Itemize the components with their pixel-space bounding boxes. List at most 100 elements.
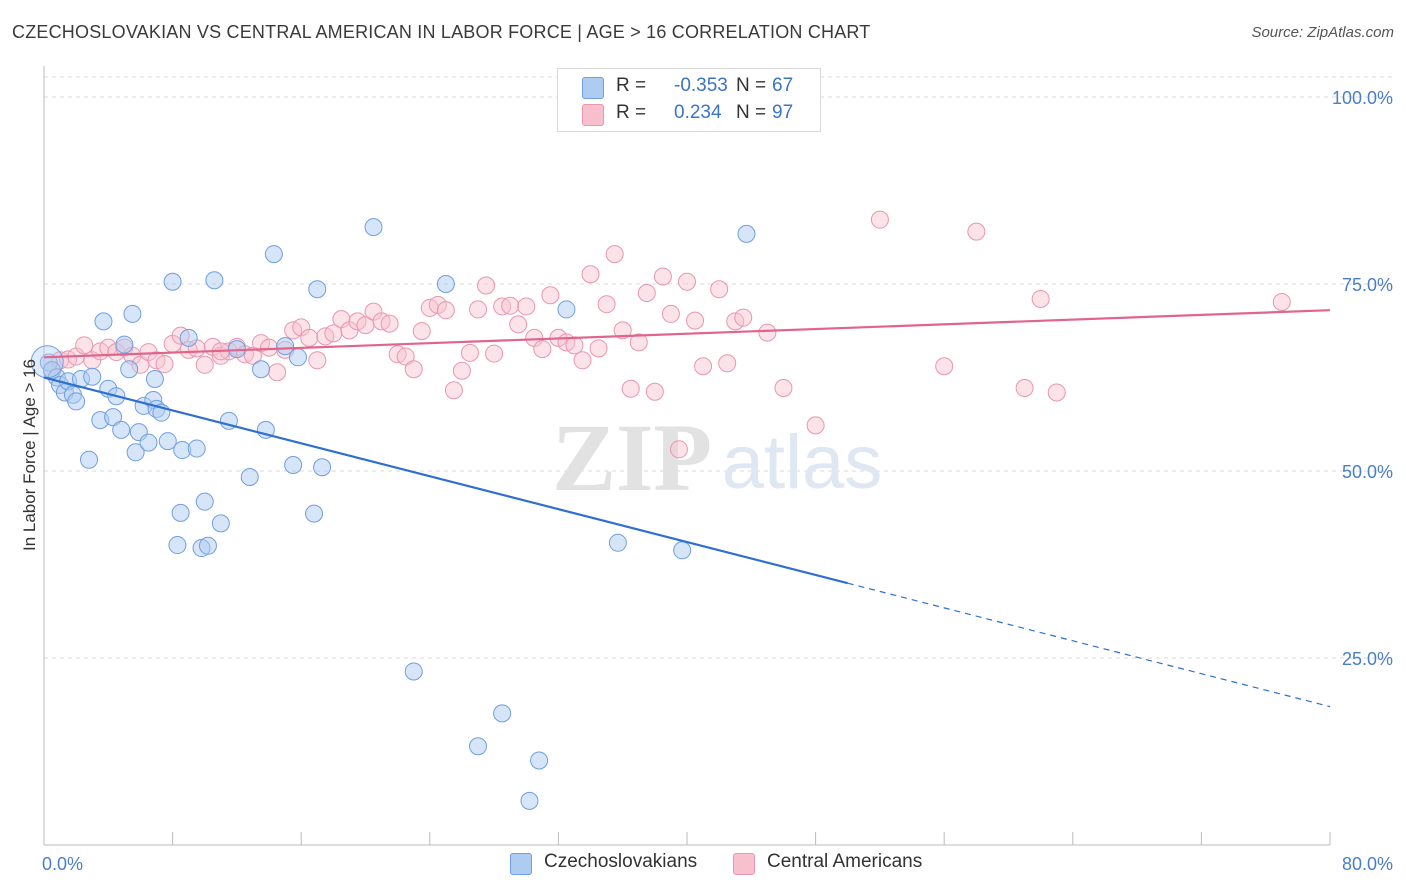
- y-axis-label: In Labor Force | Age > 16: [20, 359, 39, 551]
- data-point-central-americans: [806, 416, 825, 435]
- x-tick-label: 0.0%: [42, 854, 83, 874]
- data-point-central-americans: [469, 300, 488, 319]
- data-point-central-americans: [645, 382, 664, 401]
- data-point-czechoslovakians: [145, 369, 164, 388]
- r-label: R =: [616, 75, 647, 96]
- data-point-central-americans: [1272, 292, 1291, 311]
- data-point-central-americans: [404, 360, 423, 379]
- r-value: 0.234: [674, 102, 722, 123]
- data-point-czechoslovakians: [80, 450, 99, 469]
- bottom-legend-swatch-blue: [510, 853, 532, 875]
- data-point-central-americans: [155, 355, 174, 374]
- data-point-czechoslovakians: [493, 704, 512, 723]
- data-point-czechoslovakians: [187, 439, 206, 458]
- bottom-legend-swatch-pink: [733, 853, 755, 875]
- data-point-central-americans: [260, 338, 279, 357]
- data-point-central-americans: [967, 222, 986, 241]
- data-point-central-americans: [485, 344, 504, 363]
- data-point-central-americans: [581, 265, 600, 284]
- data-point-czechoslovakians: [308, 280, 327, 299]
- y-tick-label: 100.0%: [1332, 88, 1393, 108]
- data-point-czechoslovakians: [120, 360, 139, 379]
- data-point-central-americans: [734, 308, 753, 327]
- data-point-central-americans: [678, 272, 696, 291]
- legend-swatch-blue: [582, 77, 604, 99]
- data-point-central-americans: [452, 361, 471, 380]
- data-point-central-americans: [1015, 378, 1034, 397]
- data-point-czechoslovakians: [171, 503, 190, 522]
- y-tick-label: 50.0%: [1342, 462, 1393, 482]
- gridlines: [44, 76, 1392, 659]
- trend-line-czechoslovakians: [43, 376, 849, 585]
- data-point-central-americans: [637, 283, 656, 302]
- tick-labels: 25.0% 50.0% 75.0% 100.0% 0.0% 80.0%: [42, 88, 1393, 874]
- data-point-czechoslovakians: [364, 218, 383, 237]
- data-point-central-americans: [1031, 289, 1050, 308]
- data-point-czechoslovakians: [252, 360, 271, 379]
- data-point-central-americans: [195, 355, 214, 374]
- data-point-czechoslovakians: [115, 335, 134, 354]
- data-point-central-americans: [444, 381, 463, 400]
- bottom-legend-label: Central Americans: [767, 851, 923, 872]
- data-point-central-americans: [436, 301, 455, 320]
- data-point-central-americans: [661, 304, 680, 323]
- data-point-central-americans: [509, 315, 528, 334]
- data-point-central-americans: [669, 440, 688, 459]
- data-point-central-americans: [517, 297, 536, 316]
- chart-title: CZECHOSLOVAKIAN VS CENTRAL AMERICAN IN L…: [12, 22, 871, 42]
- data-point-czechoslovakians: [179, 328, 198, 347]
- trend-line-central-americans: [43, 309, 1331, 359]
- watermark-atlas: atlas: [722, 420, 883, 505]
- czechoslovakians-points: [30, 218, 756, 810]
- r-label: R =: [616, 102, 647, 123]
- data-point-czechoslovakians: [126, 443, 145, 462]
- source-label: Source: ZipAtlas.com: [1251, 24, 1394, 41]
- data-point-czechoslovakians: [469, 737, 488, 756]
- data-point-central-americans: [589, 339, 608, 358]
- data-point-czechoslovakians: [557, 300, 576, 319]
- data-point-central-americans: [1047, 383, 1066, 402]
- data-point-central-americans: [710, 280, 729, 299]
- data-point-czechoslovakians: [112, 420, 131, 439]
- data-point-central-americans: [380, 314, 399, 333]
- data-point-central-americans: [573, 351, 592, 370]
- data-point-czechoslovakians: [673, 541, 692, 560]
- data-point-czechoslovakians: [530, 751, 549, 770]
- data-point-czechoslovakians: [198, 536, 217, 555]
- data-point-central-americans: [605, 245, 624, 264]
- data-point-czechoslovakians: [67, 392, 86, 411]
- data-point-central-americans: [477, 276, 496, 295]
- data-point-central-americans: [718, 354, 737, 373]
- data-point-czechoslovakians: [284, 456, 303, 475]
- data-point-czechoslovakians: [205, 271, 224, 290]
- watermark: ZIP atlas: [552, 404, 882, 511]
- data-point-central-americans: [621, 379, 640, 398]
- data-point-czechoslovakians: [737, 224, 756, 243]
- data-point-central-americans: [870, 210, 889, 229]
- n-value: 97: [772, 102, 794, 123]
- bottom-legend-label: Czechoslovakians: [544, 851, 698, 872]
- data-point-central-americans: [501, 296, 520, 315]
- data-point-central-americans: [629, 333, 648, 352]
- data-point-czechoslovakians: [211, 514, 230, 533]
- n-value: 67: [772, 75, 794, 96]
- data-point-czechoslovakians: [158, 432, 177, 451]
- data-point-central-americans: [412, 322, 431, 341]
- data-point-czechoslovakians: [313, 458, 332, 477]
- data-point-czechoslovakians: [104, 408, 123, 427]
- data-point-czechoslovakians: [163, 272, 182, 291]
- data-point-czechoslovakians: [288, 348, 307, 367]
- data-point-czechoslovakians: [94, 312, 113, 331]
- data-point-czechoslovakians: [305, 504, 324, 523]
- data-point-czechoslovakians: [123, 304, 142, 323]
- n-label: N =: [736, 102, 767, 123]
- data-point-central-americans: [541, 286, 560, 305]
- trend-lines: [43, 309, 1331, 708]
- data-point-czechoslovakians: [240, 467, 259, 486]
- trend-line-czechoslovakians-extrapolated: [847, 582, 1331, 708]
- data-point-czechoslovakians: [168, 536, 187, 555]
- data-point-central-americans: [686, 311, 705, 330]
- data-point-czechoslovakians: [195, 492, 214, 511]
- data-point-central-americans: [758, 323, 777, 342]
- data-point-central-americans: [613, 321, 632, 340]
